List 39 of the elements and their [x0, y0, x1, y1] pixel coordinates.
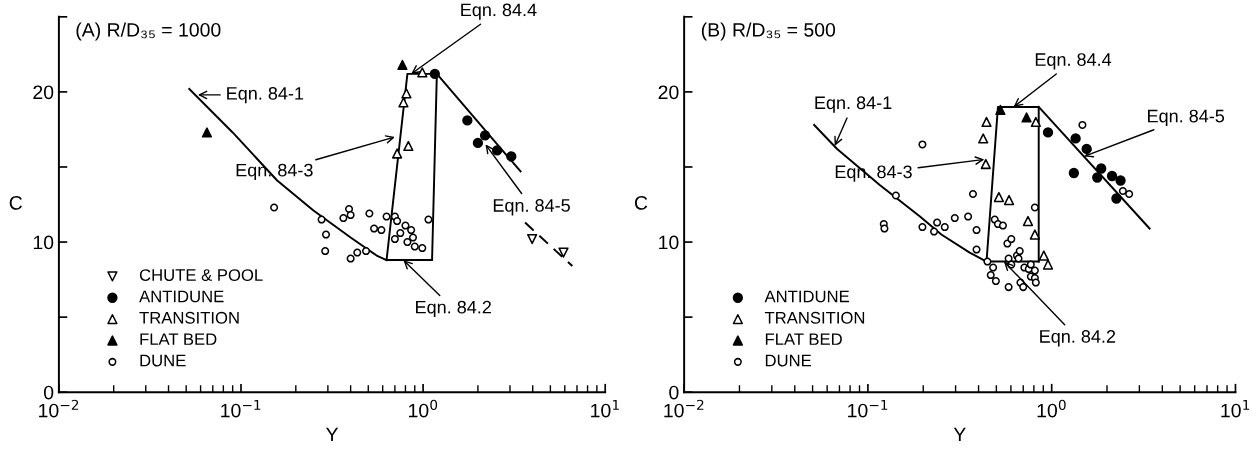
- legend-label: ANTIDUNE: [764, 290, 849, 303]
- y-tick-label: 0: [43, 385, 54, 400]
- annotation: Eqn. 84-3: [835, 165, 912, 182]
- x-tick-label: 10$^{1}$: [591, 399, 619, 418]
- chart-title: (A) R/D₃₅ = 1000: [76, 22, 221, 41]
- x-axis-title: Y: [325, 427, 339, 442]
- y-tick-label: 0: [669, 385, 679, 400]
- annotation: Eqn. 84.4: [461, 3, 537, 20]
- y-tick-label: 10: [33, 235, 54, 250]
- annotation: Eqn. 84-3: [236, 163, 313, 181]
- annotation: Eqn. 84-5: [1148, 109, 1225, 126]
- annotation: Eqn. 84-1: [815, 96, 892, 113]
- legend-label: DUNE: [140, 354, 186, 367]
- x-tick-label: 10$^{−1}$: [848, 399, 888, 418]
- legend-label: ANTIDUNE: [139, 290, 224, 303]
- legend-label: CHUTE & POOL: [139, 269, 263, 281]
- y-axis-title: C: [634, 195, 648, 210]
- legend-label: TRANSITION: [764, 311, 865, 324]
- annotation: Eqn. 84.2: [416, 300, 491, 318]
- x-tick-label: 10$^{0}$: [1037, 399, 1066, 418]
- x-axis-title: Y: [953, 427, 966, 442]
- legend-label: TRANSITION: [139, 311, 239, 324]
- legend-label: FLAT BED: [140, 333, 217, 345]
- x-tick-label: 10$^{−1}$: [221, 399, 261, 418]
- x-tick-label: 10$^{0}$: [409, 399, 438, 418]
- x-tick-label: 10$^{−2}$: [664, 399, 704, 418]
- chart-title: (B) R/D₃₅ = 500: [701, 22, 836, 41]
- x-tick-label: 10$^{1}$: [1221, 399, 1250, 418]
- legend-label: FLAT BED: [765, 333, 842, 345]
- annotation: Eqn. 84-5: [493, 199, 570, 216]
- y-tick-label: 20: [33, 85, 54, 100]
- annotation: Eqn. 84.2: [1040, 330, 1116, 347]
- y-tick-label: 10: [659, 235, 679, 250]
- y-axis-title: C: [9, 195, 23, 210]
- y-tick-label: 20: [658, 85, 679, 100]
- annotation: Eqn. 84-1: [227, 86, 304, 104]
- annotation: Eqn. 84.4: [1035, 53, 1112, 70]
- x-tick-label: 10$^{−2}$: [39, 399, 79, 418]
- legend-label: DUNE: [765, 354, 812, 367]
